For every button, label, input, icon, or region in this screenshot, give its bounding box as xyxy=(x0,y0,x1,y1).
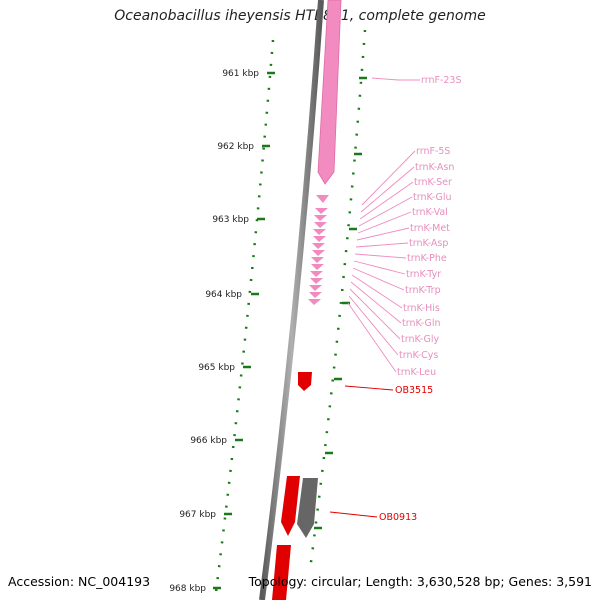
rrnf-5s-feature[interactable] xyxy=(316,195,329,203)
rna-label[interactable]: trnK-Glu xyxy=(413,192,452,203)
rna-label[interactable]: trnK-Phe xyxy=(407,253,447,264)
rna-label[interactable]: rrnF-5S xyxy=(416,146,450,157)
rna-label[interactable]: trnK-Ser xyxy=(414,177,452,188)
rna-label[interactable]: rrnF-23S xyxy=(421,75,462,86)
rna-label[interactable]: trnK-Asn xyxy=(415,162,454,173)
red-gene-feature[interactable] xyxy=(272,545,291,600)
ruler-label: 964 kbp xyxy=(205,290,242,300)
trna-features[interactable] xyxy=(308,208,328,305)
ruler-label: 961 kbp xyxy=(222,69,259,79)
ruler-label: 966 kbp xyxy=(190,436,227,446)
rna-label[interactable]: trnK-Cys xyxy=(399,350,438,361)
accession-text: Accession: NC_004193 xyxy=(8,574,151,589)
ruler-label: 962 kbp xyxy=(217,142,254,152)
rna-labels: rrnF-23S rrnF-5S trnK-Asn trnK-Ser trnK-… xyxy=(397,75,462,378)
rna-leader-lines xyxy=(347,77,420,373)
ob0913-feature[interactable] xyxy=(281,476,300,536)
rna-label[interactable]: trnK-Trp xyxy=(405,285,441,296)
ob3515-feature[interactable] xyxy=(298,372,312,391)
gene-labels: OB3515 OB0913 xyxy=(379,385,433,523)
genome-backbone xyxy=(259,0,324,600)
rna-label[interactable]: trnK-Leu xyxy=(397,367,436,378)
ruler-label: 965 kbp xyxy=(198,363,235,373)
rna-label[interactable]: trnK-Gly xyxy=(401,334,439,345)
gene-label[interactable]: OB0913 xyxy=(379,512,417,523)
ruler-label: 968 kbp xyxy=(169,584,206,594)
ruler-ticks xyxy=(213,71,367,590)
ruler-label: 967 kbp xyxy=(179,510,216,520)
rna-label[interactable]: trnK-Val xyxy=(412,207,448,218)
gray-gene-feature[interactable] xyxy=(297,478,318,538)
ruler-label: 963 kbp xyxy=(212,215,249,225)
rna-label[interactable]: trnK-Tyr xyxy=(406,269,441,280)
ruler-labels: 961 kbp 962 kbp 963 kbp 964 kbp 965 kbp … xyxy=(169,69,259,594)
outer-tick-ring xyxy=(213,39,275,600)
rna-label[interactable]: trnK-His xyxy=(403,303,440,314)
map-title: Oceanobacillus iheyensis HTE831, complet… xyxy=(114,8,486,24)
rna-label[interactable]: trnK-Asp xyxy=(409,238,448,249)
rna-label[interactable]: trnK-Gln xyxy=(402,318,441,329)
topology-text: Topology: circular; Length: 3,630,528 bp… xyxy=(248,574,592,589)
gene-label[interactable]: OB3515 xyxy=(395,385,433,396)
rna-label[interactable]: trnK-Met xyxy=(410,223,450,234)
gene-leader-lines xyxy=(329,385,394,518)
rrnf-23s-feature[interactable] xyxy=(317,0,342,185)
